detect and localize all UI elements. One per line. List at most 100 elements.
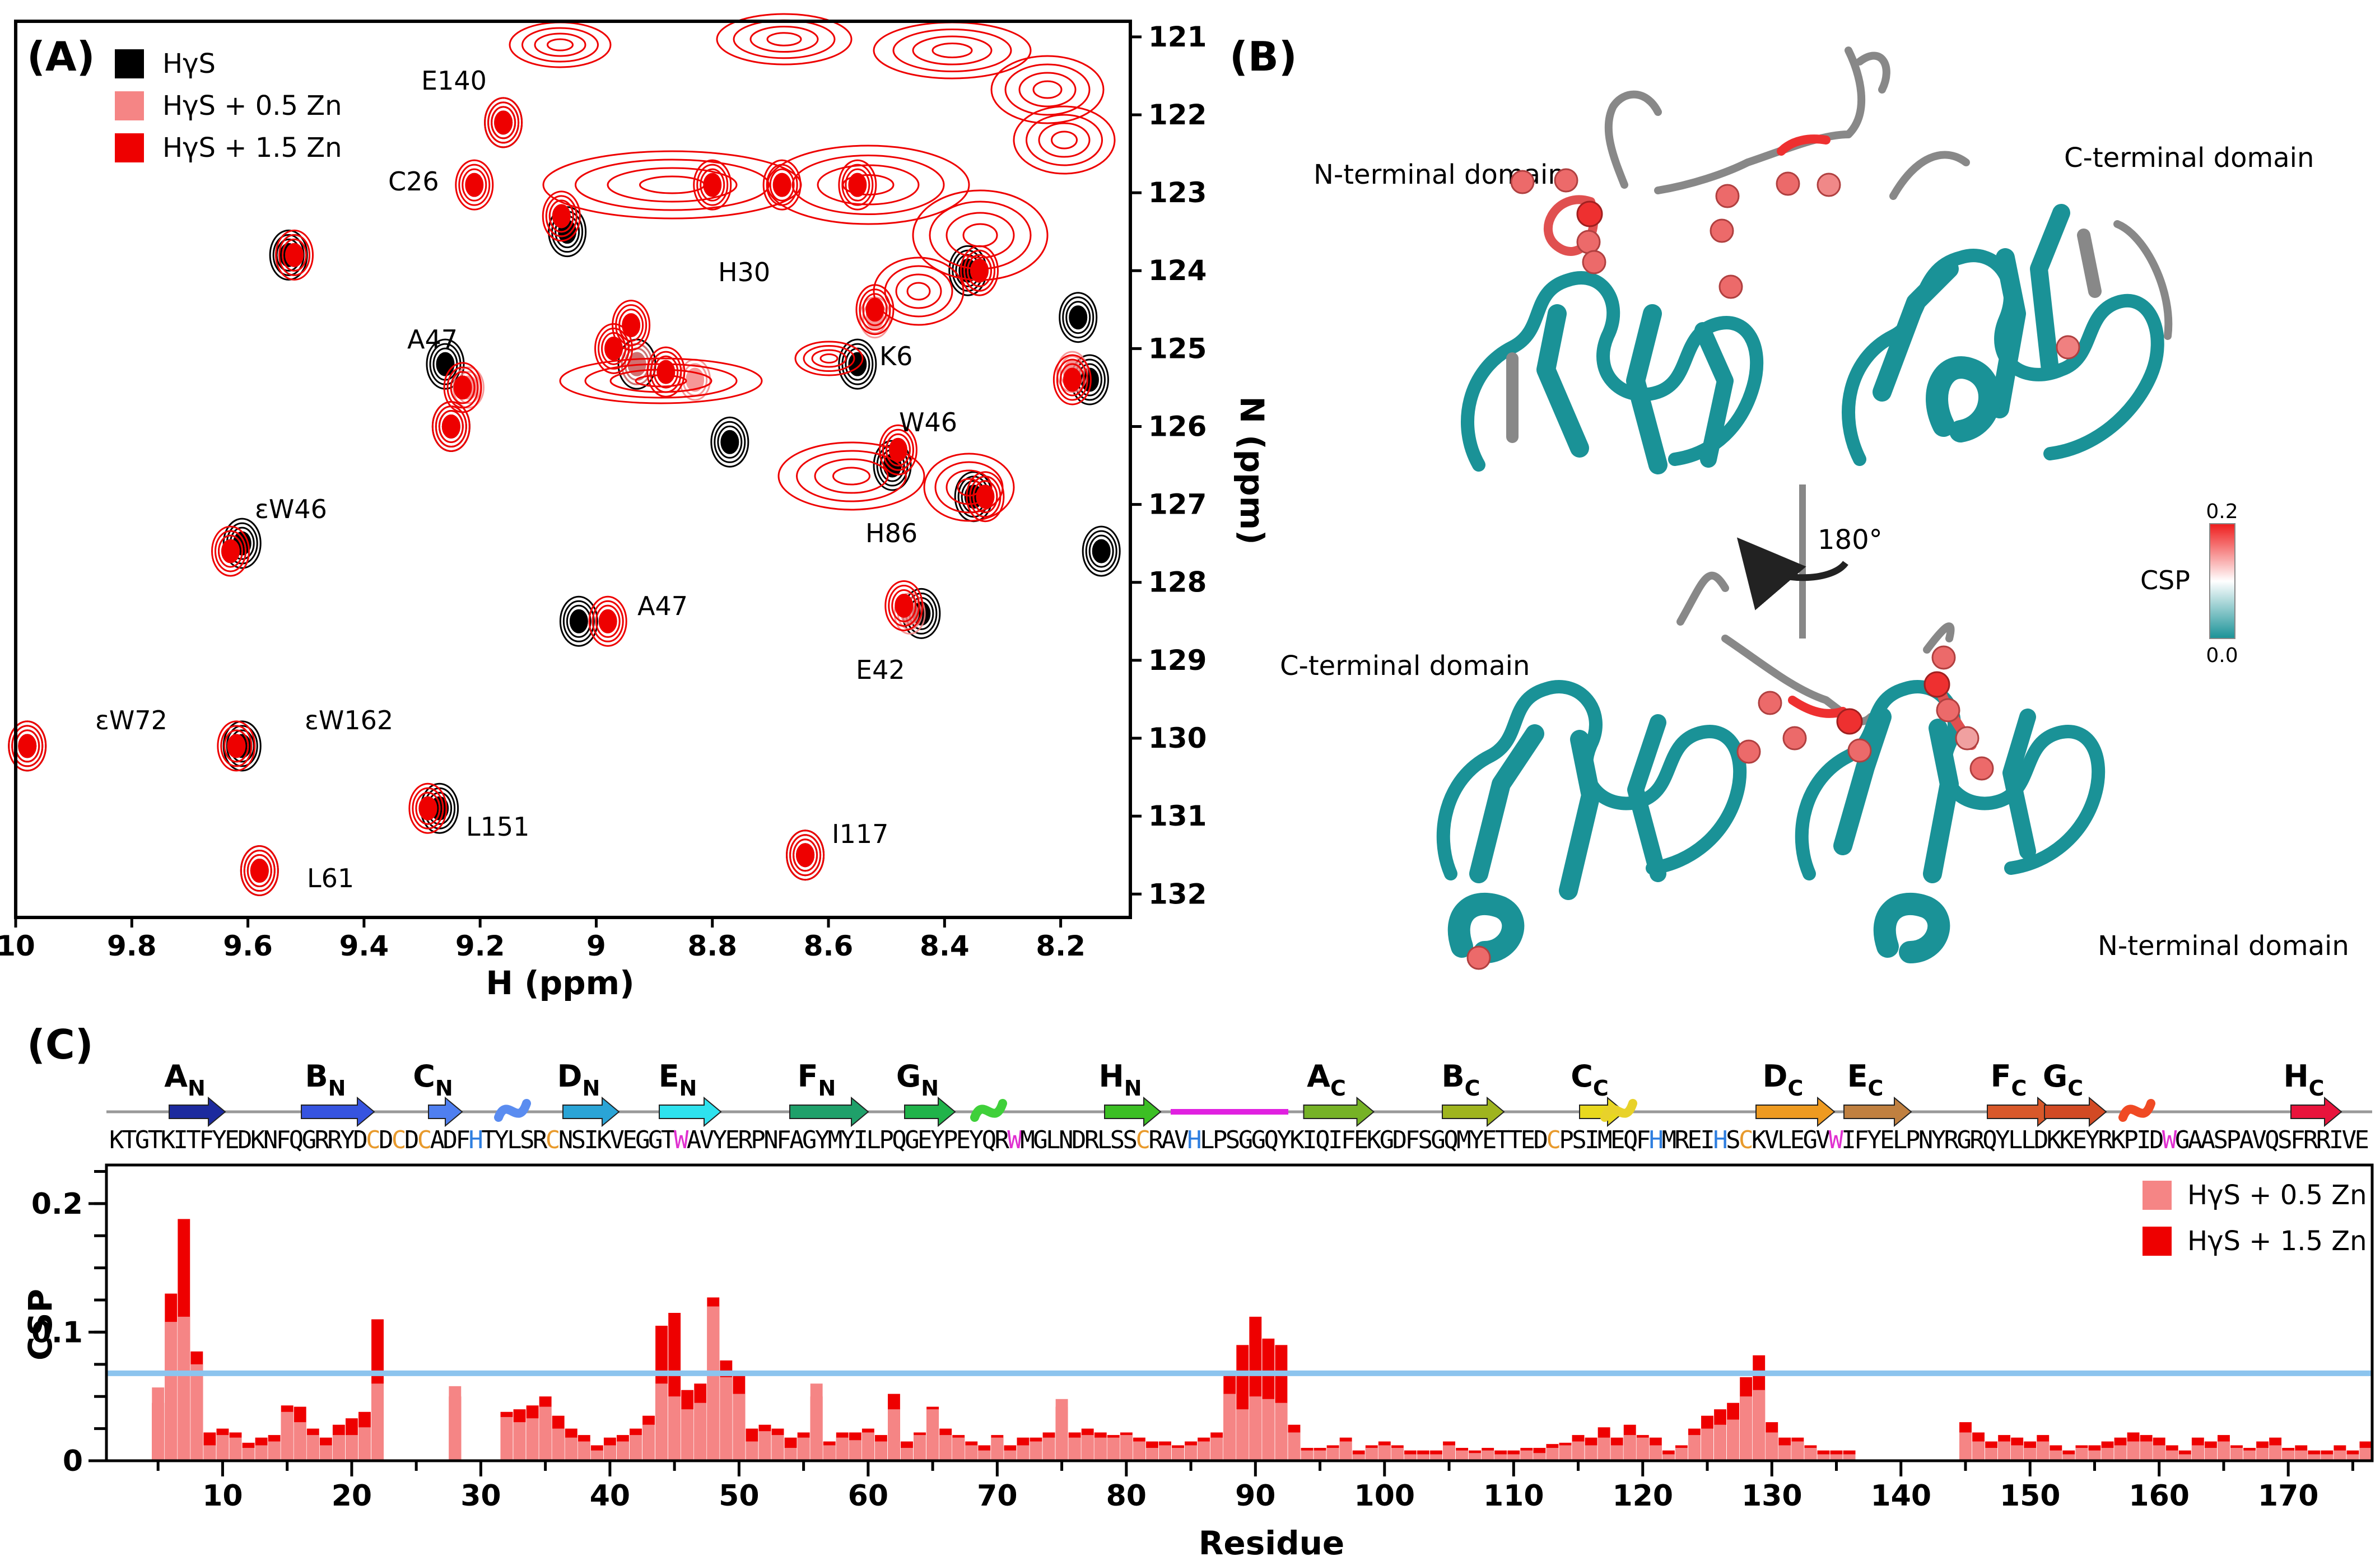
- peak-contour: [588, 595, 627, 647]
- residue-letter: K: [597, 1126, 612, 1154]
- residue-letter: V: [1764, 1126, 1780, 1154]
- strand-label: GN: [896, 1059, 939, 1101]
- residue-letter: I: [174, 1126, 189, 1154]
- contour-ring: [1052, 354, 1092, 406]
- residue-letter: C: [366, 1126, 381, 1154]
- csp-bar-zn05: [1559, 1445, 1572, 1461]
- csp-bar-zn05: [1314, 1450, 1326, 1461]
- residue-letter: W: [1828, 1126, 1843, 1154]
- residue-letter: Y: [1931, 1126, 1946, 1154]
- helix-icon: [970, 1099, 1007, 1122]
- x-tick-label: 10: [0, 930, 35, 962]
- residue-letter: D: [1534, 1126, 1549, 1154]
- residue-letter: E: [1354, 1126, 1369, 1154]
- contour-ring: [769, 168, 795, 202]
- csp-bar-zn05: [616, 1441, 629, 1461]
- contour-ring: [966, 471, 1005, 523]
- contour-ring: [957, 478, 981, 497]
- csp-bar-zn05: [1675, 1448, 1688, 1461]
- strand-element: AC: [1303, 1059, 1375, 1127]
- csp-bar-zn05: [229, 1437, 242, 1461]
- csp-bar-zn05: [2178, 1454, 2191, 1461]
- residue-letter: F: [455, 1126, 471, 1154]
- zn-site-sphere: [1955, 726, 1980, 751]
- residue-letter: S: [520, 1126, 535, 1154]
- peak-label-a47: A47: [637, 591, 688, 621]
- contour-ring: [547, 38, 574, 52]
- zn-site-sphere: [1718, 274, 1743, 299]
- panel-b: (B) N-terminal domain C-terminal domain …: [1229, 33, 2349, 970]
- contour-ring: [552, 204, 571, 229]
- residue-letter: I: [1328, 1126, 1343, 1154]
- csp-bar-zn05: [2075, 1448, 2088, 1461]
- contour-ring: [789, 834, 822, 877]
- strand-arrow: [789, 1096, 869, 1127]
- residue-letter: R: [1969, 1126, 1985, 1154]
- csp-bar-zn05: [1494, 1454, 1507, 1461]
- contour-ring: [462, 168, 487, 202]
- csp-bar-zn05: [1533, 1453, 1546, 1461]
- csp-bar-zn05: [1623, 1435, 1636, 1461]
- y-tick-label: 131: [1148, 800, 1207, 832]
- peak-label-h30: H30: [718, 257, 770, 287]
- rotation-label: 180°: [1818, 524, 1883, 556]
- csp-bar-zn05: [2256, 1448, 2269, 1461]
- residue-letter: C: [1739, 1126, 1754, 1154]
- strand-label-subscript: C: [2011, 1076, 2027, 1101]
- csp-bar-zn05: [565, 1437, 577, 1461]
- contour-ring: [246, 854, 272, 888]
- residue-letter: L: [1046, 1126, 1061, 1154]
- csp-bar-zn05: [901, 1448, 913, 1461]
- strand-element: BC: [1441, 1059, 1505, 1127]
- x-tick-label: 170: [2258, 1479, 2319, 1513]
- contour-ring: [717, 425, 743, 459]
- csp-bar-zn05: [577, 1441, 590, 1461]
- x-tick-label: 80: [1106, 1479, 1147, 1513]
- residue-letter: D: [443, 1126, 458, 1154]
- contour-ring: [542, 190, 581, 242]
- contour-ring: [217, 534, 243, 568]
- residue-letter: I: [1302, 1126, 1317, 1154]
- zn-site-sphere: [1847, 738, 1872, 763]
- residue-letter: D: [353, 1126, 368, 1154]
- csp-bar-zn05: [630, 1435, 642, 1461]
- csp-bar-zn05: [784, 1448, 797, 1461]
- colorbar-max: 0.2: [2206, 500, 2238, 523]
- strand-arrow: [2290, 1096, 2342, 1127]
- residue-letter: Q: [1264, 1126, 1279, 1154]
- residue-letter: F: [1854, 1126, 1869, 1154]
- contour-ring: [418, 796, 437, 821]
- csp-bar-zn05: [771, 1435, 784, 1461]
- residue-letter: Y: [841, 1126, 856, 1154]
- csp-bar-zn05: [345, 1435, 358, 1461]
- csp-bar-zn05: [1378, 1445, 1391, 1461]
- csp-bar-zn05: [1597, 1437, 1610, 1461]
- residue-letter: R: [1944, 1126, 1959, 1154]
- contour-ring: [1051, 131, 1078, 150]
- contour-ring: [622, 313, 641, 338]
- residue-letter: G: [1431, 1126, 1446, 1154]
- zn-site-sphere: [1582, 250, 1606, 274]
- contour-ring: [615, 304, 648, 347]
- csp-bar-zn05: [2282, 1450, 2295, 1461]
- residue-letter: S: [1110, 1126, 1125, 1154]
- residue-letter: S: [1572, 1126, 1587, 1154]
- x-tick-label: 9.2: [455, 930, 505, 962]
- residue-letter: Q: [1315, 1126, 1330, 1154]
- residue-letter: L: [2008, 1126, 2023, 1154]
- contour-ring: [963, 249, 996, 292]
- csp-bar-zn05: [1443, 1445, 1455, 1461]
- residue-letter: R: [738, 1126, 753, 1154]
- contour-ring: [1038, 122, 1091, 158]
- y-tick-label: 132: [1148, 878, 1207, 910]
- csp-bar-zn05: [1094, 1437, 1107, 1461]
- residue-letter: V: [2342, 1126, 2357, 1154]
- csp-bar-zn05: [1042, 1437, 1055, 1461]
- residue-letter: D: [379, 1126, 394, 1154]
- strand-label: AN: [164, 1059, 206, 1101]
- residue-letter: P: [1559, 1126, 1574, 1154]
- contour-ring: [845, 168, 870, 202]
- residue-letter: N: [763, 1126, 779, 1154]
- csp-bar-zn05: [2359, 1448, 2372, 1461]
- contour-ring: [1085, 530, 1117, 572]
